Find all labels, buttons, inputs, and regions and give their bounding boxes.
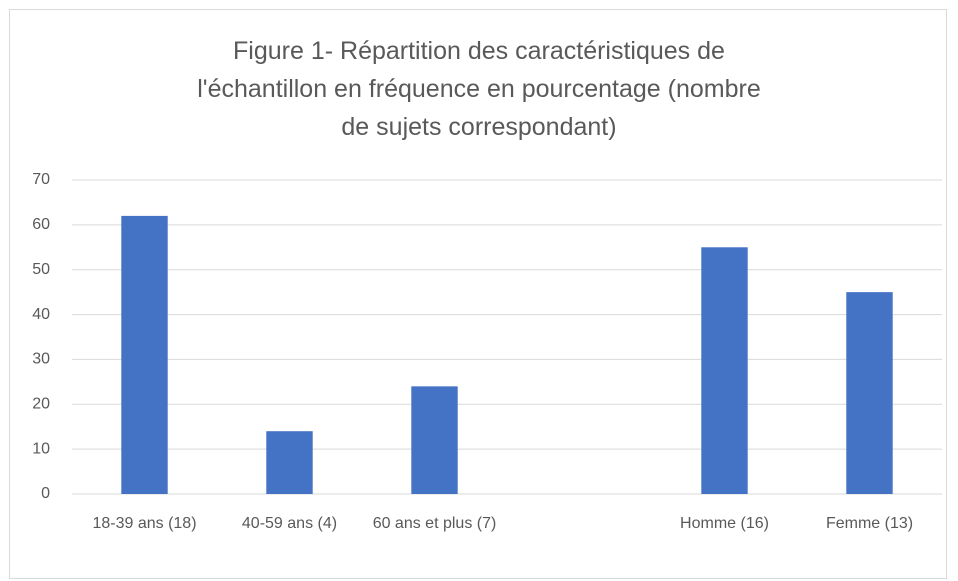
y-tick-label: 30	[32, 351, 50, 368]
y-tick-label: 20	[32, 396, 50, 413]
chart-frame	[9, 9, 947, 579]
chart-title: Figure 1- Répartition des caractéristiqu…	[197, 37, 761, 141]
bar	[411, 386, 458, 494]
bar	[121, 215, 168, 494]
y-tick-label: 60	[32, 216, 50, 233]
bar	[701, 247, 748, 494]
y-tick-label: 10	[32, 440, 50, 457]
x-tick-label: 60 ans et plus (7)	[372, 515, 497, 532]
x-tick-label: Femme (13)	[825, 515, 914, 532]
y-tick-label: 0	[41, 485, 50, 502]
x-tick-label: 40-59 ans (4)	[241, 515, 338, 532]
bar	[846, 292, 893, 494]
y-tick-label: 40	[32, 306, 50, 323]
bar	[266, 431, 313, 494]
y-tick-label: 70	[32, 171, 50, 188]
x-tick-label: 18-39 ans (18)	[92, 515, 197, 532]
x-tick-label: Homme (16)	[680, 515, 769, 532]
y-tick-label: 50	[32, 261, 50, 278]
